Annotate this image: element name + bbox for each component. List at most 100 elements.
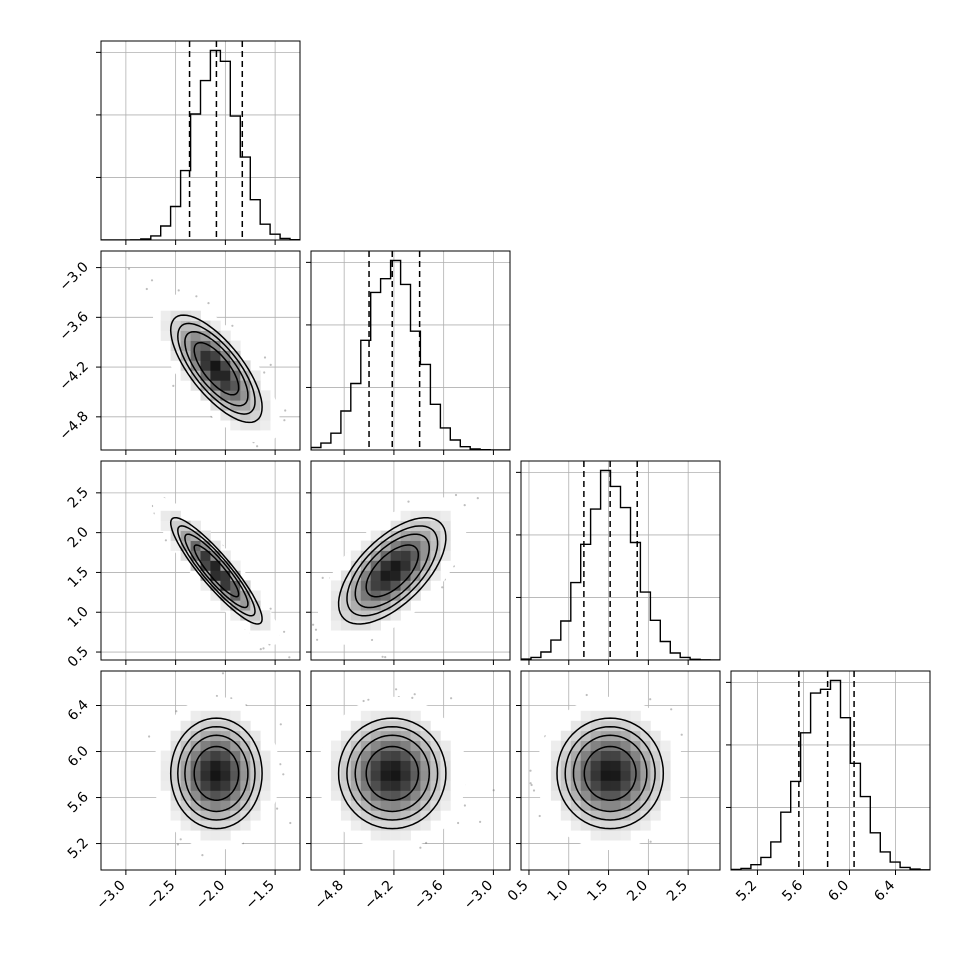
density-cell — [660, 770, 671, 781]
density-cell — [220, 580, 231, 591]
x-tick-label: 5.6 — [779, 877, 806, 904]
density-cell — [190, 550, 201, 561]
density-cell — [390, 570, 401, 581]
scatter-point — [362, 699, 365, 703]
density-cell — [570, 820, 582, 831]
density-cell — [350, 820, 362, 831]
density-cell — [220, 570, 231, 581]
density-cell — [230, 790, 241, 801]
density-cell — [360, 620, 372, 631]
density-cell — [360, 600, 372, 611]
density-cell — [610, 790, 621, 801]
density-cell — [430, 740, 441, 751]
scatter-point — [164, 539, 167, 542]
density-cell — [390, 530, 401, 541]
density-cell — [430, 760, 441, 771]
scatter-point — [529, 782, 532, 785]
scatter-point — [283, 419, 286, 422]
contour-1 — [184, 533, 249, 609]
density-cell — [620, 800, 631, 811]
density-cell — [200, 820, 211, 831]
density-cell — [240, 770, 251, 781]
density-cell — [590, 730, 601, 741]
density-cell — [170, 740, 181, 751]
scatter-point — [649, 840, 652, 843]
density-cell — [620, 770, 631, 781]
density-cell — [370, 800, 381, 811]
density-cell — [390, 710, 401, 722]
density-cell — [390, 520, 401, 531]
density-cell — [590, 800, 601, 811]
density-cell — [420, 790, 431, 801]
density-3-1 — [317, 688, 495, 851]
scatter-point — [145, 287, 148, 291]
density-cell — [240, 610, 251, 621]
density-cell — [200, 800, 211, 811]
density-cell — [360, 800, 372, 811]
density-cell — [240, 420, 251, 431]
density-cell — [210, 820, 221, 831]
density-cell — [220, 550, 231, 561]
density-cell — [410, 510, 421, 522]
density-cell — [600, 720, 611, 732]
contour-3 — [337, 516, 447, 625]
density-cell — [600, 790, 611, 801]
density-cell — [330, 740, 342, 751]
density-cell — [380, 720, 391, 732]
density-cell — [600, 800, 611, 811]
density-cell — [210, 760, 221, 771]
density-cell — [660, 750, 671, 761]
contour-1 — [354, 734, 431, 813]
density-cell — [260, 400, 271, 411]
density-cell — [390, 750, 401, 761]
density-cell — [210, 830, 221, 841]
scatter-point — [316, 638, 319, 641]
scatter-point — [450, 697, 453, 700]
density-cell — [640, 820, 651, 831]
density-cell — [220, 720, 231, 732]
density-cell — [590, 820, 601, 831]
x-tick-label: −3.0 — [461, 878, 496, 913]
density-cell — [620, 720, 631, 732]
density-cell — [220, 360, 231, 371]
density-cell — [220, 810, 231, 821]
density-cell — [410, 590, 421, 601]
density-cell — [590, 720, 601, 732]
density-cell — [440, 790, 451, 801]
density-cell — [400, 730, 411, 741]
density-cell — [640, 750, 651, 761]
density-cell — [170, 350, 181, 361]
density-cell — [190, 740, 201, 751]
scatter-point — [289, 821, 292, 825]
scatter-point — [463, 504, 466, 507]
y-tick-label: −3.0 — [56, 259, 91, 294]
density-cell — [650, 760, 661, 771]
density-3-0 — [148, 672, 292, 857]
density-cell — [410, 770, 421, 781]
density-cell — [260, 770, 271, 781]
density-cell — [630, 720, 641, 732]
axes-frame — [520, 670, 721, 871]
panel-2-1 — [306, 460, 511, 665]
density-cell — [410, 810, 421, 821]
scatter-point — [172, 384, 175, 387]
scatter-point — [670, 708, 673, 711]
density-cell — [200, 760, 211, 771]
x-tick-label: 2.0 — [624, 878, 651, 905]
density-cell — [570, 740, 582, 751]
contour-3 — [169, 314, 263, 424]
density-cell — [340, 770, 352, 781]
scatter-point — [419, 846, 422, 849]
density-cell — [620, 810, 631, 821]
density-cell — [330, 780, 342, 791]
density-cell — [160, 330, 171, 341]
density-cell — [560, 790, 572, 801]
x-tick-label: 1.5 — [584, 878, 611, 905]
contour-0 — [193, 544, 240, 598]
density-cell — [180, 520, 191, 531]
y-tick-label: −4.8 — [56, 408, 91, 443]
contour-0 — [193, 745, 240, 801]
density-cell — [230, 800, 241, 811]
density-cell — [260, 410, 271, 421]
density-cell — [370, 770, 381, 781]
